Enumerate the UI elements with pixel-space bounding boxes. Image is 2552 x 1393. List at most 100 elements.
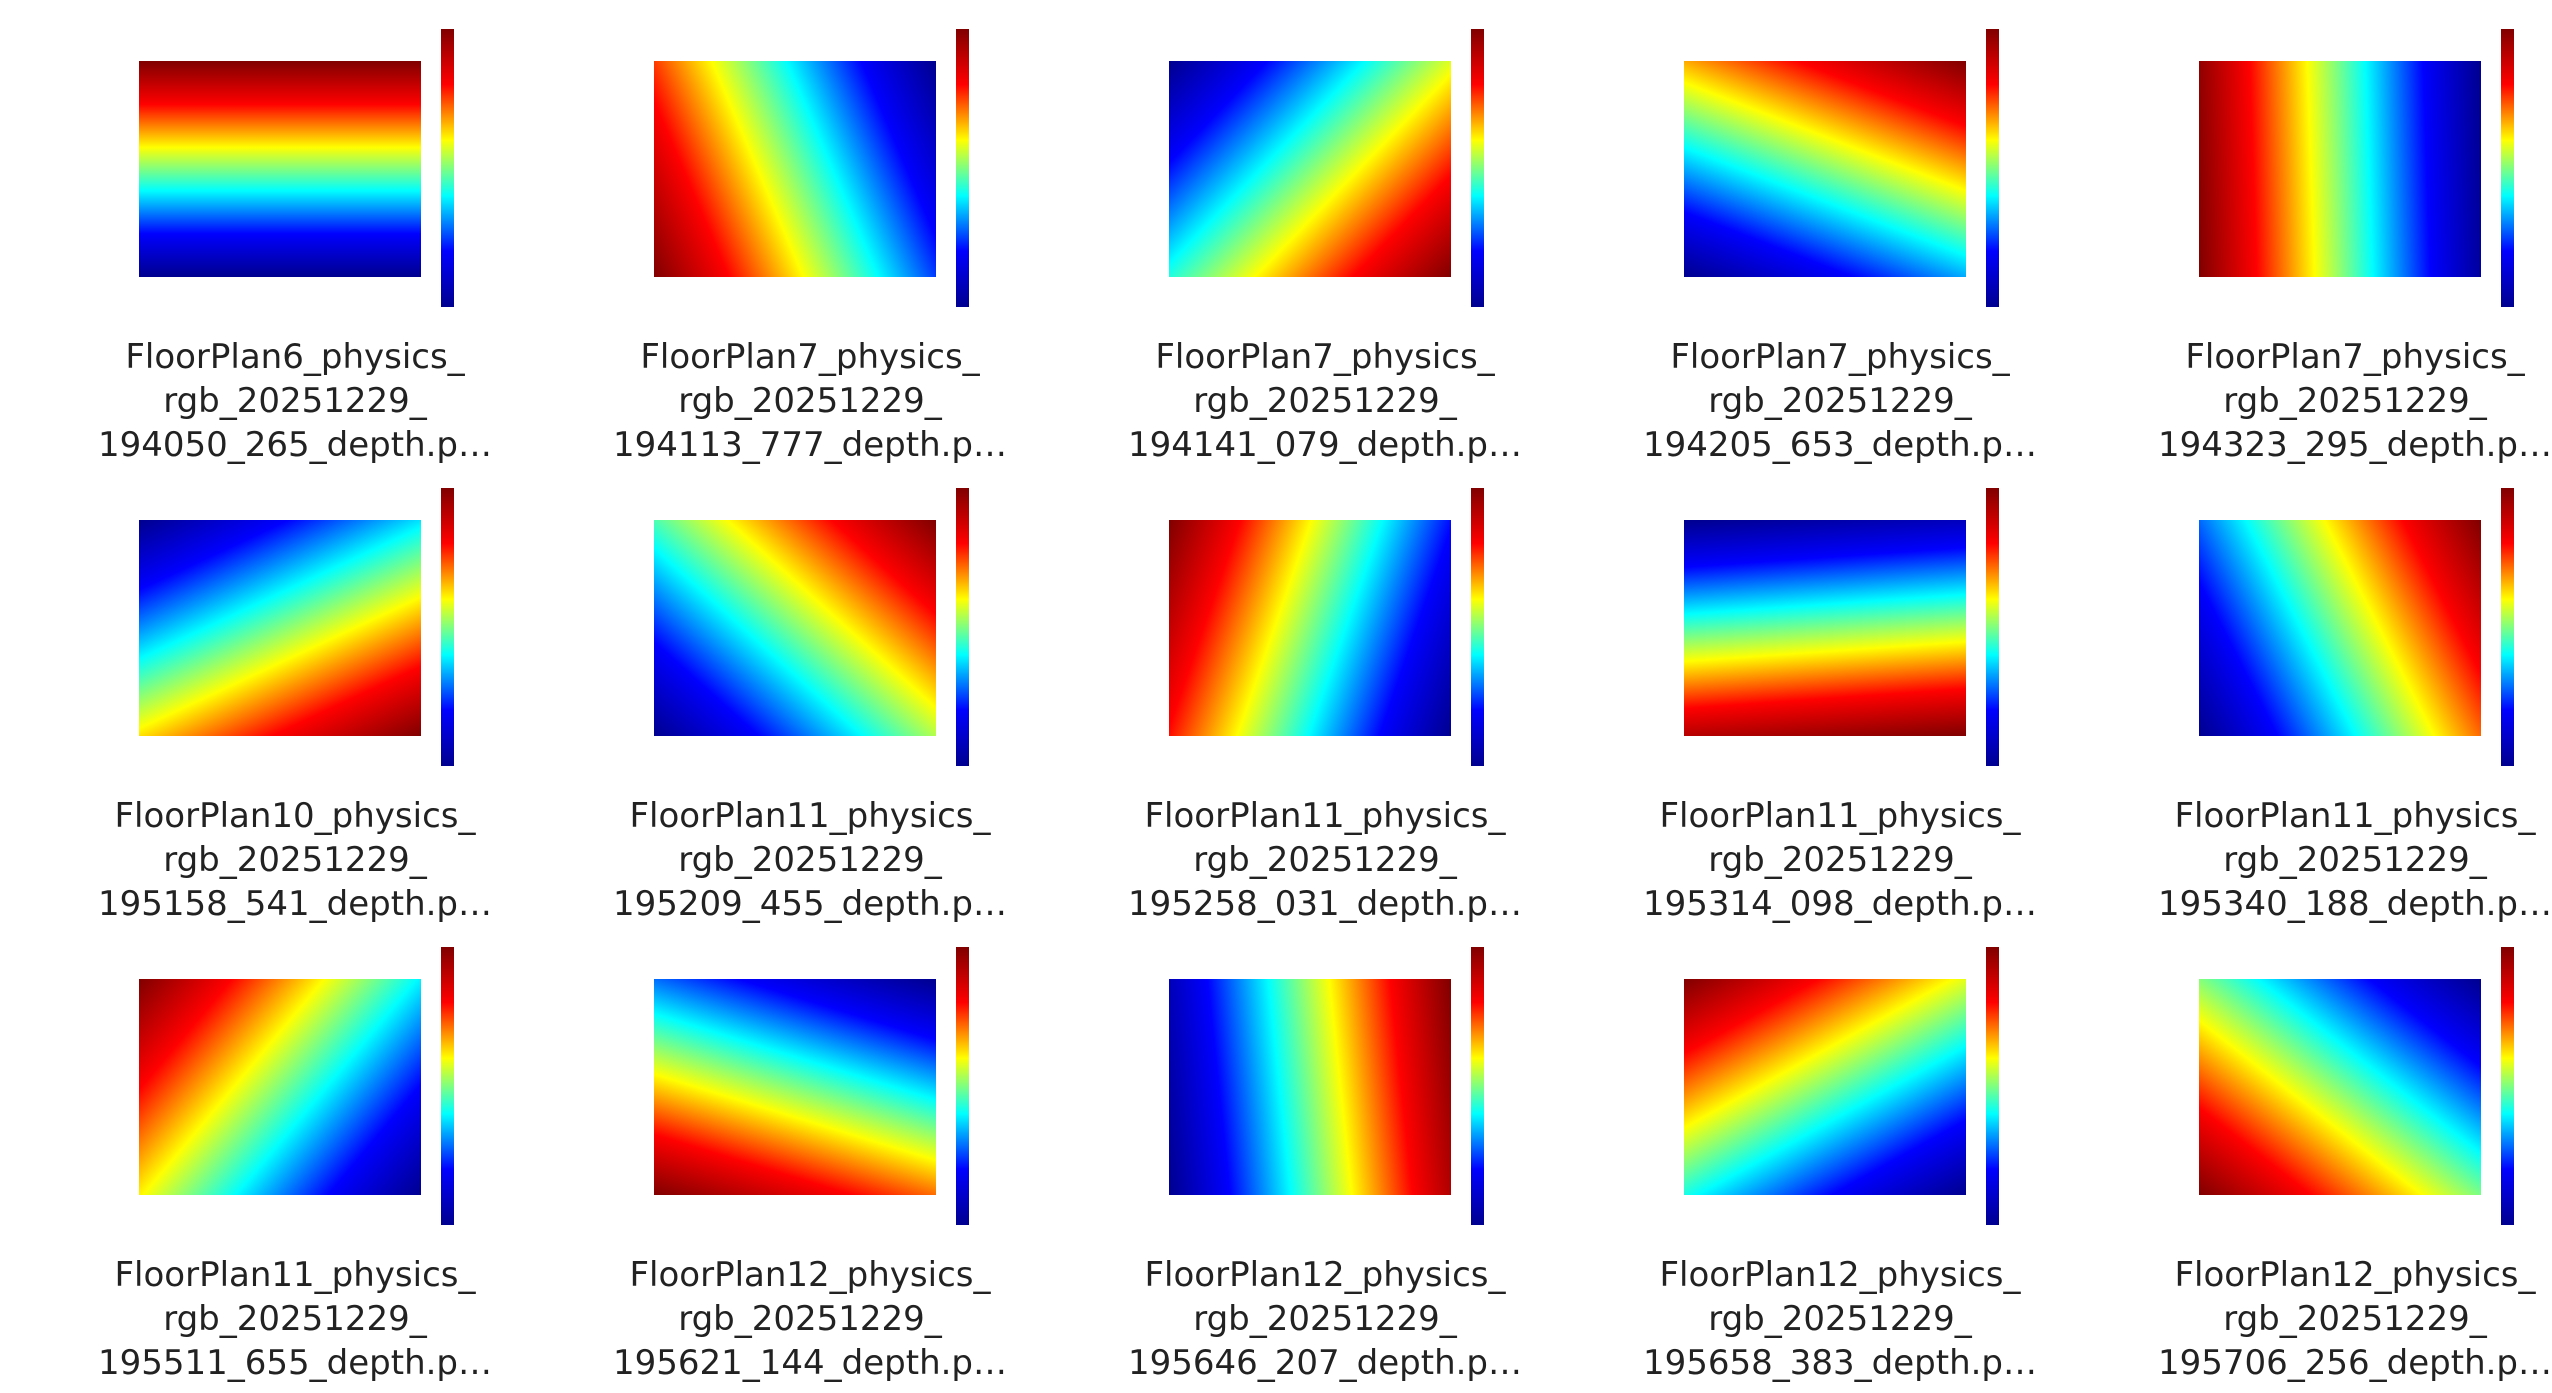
file-name-line: FloorPlan11_physics_ (629, 796, 991, 836)
file-name-line: 195209_455_depth.p… (612, 884, 1008, 924)
file-item[interactable]: FloorPlan11_physics_ rgb_20251229_ 195340_… (2105, 484, 2552, 934)
thumbnail (1165, 943, 1495, 1233)
file-name-line: FloorPlan11_physics_ (1144, 796, 1506, 836)
thumbnail (2195, 943, 2525, 1233)
file-name-line: rgb_20251229_ (163, 1299, 427, 1339)
depth-image (1169, 520, 1451, 736)
thumbnail (2195, 484, 2525, 774)
file-name-line: rgb_20251229_ (2223, 381, 2487, 421)
file-item[interactable]: FloorPlan7_physics_ rgb_20251229_ 194113_7… (560, 25, 1060, 475)
thumbnail (135, 943, 465, 1233)
colorbar (1471, 947, 1484, 1225)
file-name-line: FloorPlan12_physics_ (629, 1255, 991, 1295)
colorbar (441, 947, 454, 1225)
file-name-line: FloorPlan7_physics_ (1155, 337, 1495, 377)
file-name: FloorPlan7_physics_ rgb_20251229_ 194113_7… (560, 335, 1060, 467)
file-item[interactable]: FloorPlan12_physics_ rgb_20251229_ 195621_… (560, 943, 1060, 1393)
file-name: FloorPlan11_physics_ rgb_20251229_ 195340_… (2105, 794, 2552, 926)
thumbnail (2195, 25, 2525, 315)
colorbar (441, 29, 454, 307)
file-item[interactable]: FloorPlan11_physics_ rgb_20251229_ 195314_… (1590, 484, 2090, 934)
file-name-line: 194323_295_depth.p… (2157, 425, 2552, 465)
file-name: FloorPlan7_physics_ rgb_20251229_ 194205_6… (1590, 335, 2090, 467)
thumbnail (650, 943, 980, 1233)
file-name-line: FloorPlan11_physics_ (114, 1255, 476, 1295)
file-name: FloorPlan10_physics_ rgb_20251229_ 195158_… (45, 794, 545, 926)
file-item[interactable]: FloorPlan7_physics_ rgb_20251229_ 194205_6… (1590, 25, 2090, 475)
depth-image (1684, 61, 1966, 277)
depth-image (2199, 61, 2481, 277)
depth-image (139, 979, 421, 1195)
file-item[interactable]: FloorPlan11_physics_ rgb_20251229_ 195258_… (1075, 484, 1575, 934)
file-name-line: 194113_777_depth.p… (612, 425, 1008, 465)
depth-image (654, 520, 936, 736)
file-name-line: FloorPlan7_physics_ (1670, 337, 2010, 377)
thumbnail (135, 25, 465, 315)
file-name-line: 195158_541_depth.p… (97, 884, 493, 924)
file-name-line: rgb_20251229_ (678, 840, 942, 880)
thumbnail (135, 484, 465, 774)
colorbar (1986, 29, 1999, 307)
thumbnail (1165, 484, 1495, 774)
file-name-line: rgb_20251229_ (1193, 1299, 1457, 1339)
file-item[interactable]: FloorPlan6_physics_ rgb_20251229_ 194050_2… (45, 25, 545, 475)
thumbnail (1165, 25, 1495, 315)
file-name-line: 195621_144_depth.p… (612, 1343, 1008, 1383)
file-item[interactable]: FloorPlan10_physics_ rgb_20251229_ 195158_… (45, 484, 545, 934)
file-name-line: 195646_207_depth.p… (1127, 1343, 1523, 1383)
file-item[interactable]: FloorPlan11_physics_ rgb_20251229_ 195511_… (45, 943, 545, 1393)
file-name: FloorPlan12_physics_ rgb_20251229_ 195658_… (1590, 1253, 2090, 1385)
file-name-line: FloorPlan7_physics_ (640, 337, 980, 377)
file-name-line: FloorPlan11_physics_ (2174, 796, 2536, 836)
file-name-line: rgb_20251229_ (1193, 840, 1457, 880)
file-name-line: 195706_256_depth.p… (2157, 1343, 2552, 1383)
depth-image (654, 61, 936, 277)
depth-image (654, 979, 936, 1195)
file-name-line: 195511_655_depth.p… (97, 1343, 493, 1383)
file-name-line: FloorPlan6_physics_ (125, 337, 465, 377)
colorbar (1986, 947, 1999, 1225)
depth-image (1169, 979, 1451, 1195)
depth-image (139, 61, 421, 277)
file-name: FloorPlan12_physics_ rgb_20251229_ 195621_… (560, 1253, 1060, 1385)
colorbar (956, 488, 969, 766)
colorbar (956, 29, 969, 307)
file-item[interactable]: FloorPlan12_physics_ rgb_20251229_ 195706_… (2105, 943, 2552, 1393)
thumbnail (1680, 25, 2010, 315)
colorbar (2501, 29, 2514, 307)
file-name-line: 194141_079_depth.p… (1127, 425, 1523, 465)
file-item[interactable]: FloorPlan12_physics_ rgb_20251229_ 195658_… (1590, 943, 2090, 1393)
file-name-line: 194050_265_depth.p… (97, 425, 493, 465)
file-name: FloorPlan12_physics_ rgb_20251229_ 195706_… (2105, 1253, 2552, 1385)
file-name-line: rgb_20251229_ (163, 381, 427, 421)
colorbar (1471, 29, 1484, 307)
file-item[interactable]: FloorPlan11_physics_ rgb_20251229_ 195209_… (560, 484, 1060, 934)
depth-image (2199, 520, 2481, 736)
file-name-line: FloorPlan12_physics_ (2174, 1255, 2536, 1295)
file-name-line: rgb_20251229_ (1708, 1299, 1972, 1339)
colorbar (2501, 947, 2514, 1225)
file-item[interactable]: FloorPlan12_physics_ rgb_20251229_ 195646_… (1075, 943, 1575, 1393)
file-item[interactable]: FloorPlan7_physics_ rgb_20251229_ 194323_2… (2105, 25, 2552, 475)
depth-image (1684, 979, 1966, 1195)
file-name: FloorPlan11_physics_ rgb_20251229_ 195209_… (560, 794, 1060, 926)
file-name-line: 194205_653_depth.p… (1642, 425, 2038, 465)
file-name: FloorPlan7_physics_ rgb_20251229_ 194141_0… (1075, 335, 1575, 467)
colorbar (2501, 488, 2514, 766)
file-name-line: 195258_031_depth.p… (1127, 884, 1523, 924)
file-name-line: rgb_20251229_ (678, 381, 942, 421)
file-name-line: rgb_20251229_ (1708, 381, 1972, 421)
colorbar (1986, 488, 1999, 766)
file-name-line: FloorPlan12_physics_ (1144, 1255, 1506, 1295)
file-name-line: FloorPlan11_physics_ (1659, 796, 2021, 836)
file-name-line: rgb_20251229_ (2223, 840, 2487, 880)
depth-image (1684, 520, 1966, 736)
colorbar (1471, 488, 1484, 766)
thumbnail (650, 484, 980, 774)
thumbnail (1680, 484, 2010, 774)
thumbnail (1680, 943, 2010, 1233)
file-name: FloorPlan6_physics_ rgb_20251229_ 194050_2… (45, 335, 545, 467)
file-item[interactable]: FloorPlan7_physics_ rgb_20251229_ 194141_0… (1075, 25, 1575, 475)
file-name: FloorPlan12_physics_ rgb_20251229_ 195646_… (1075, 1253, 1575, 1385)
